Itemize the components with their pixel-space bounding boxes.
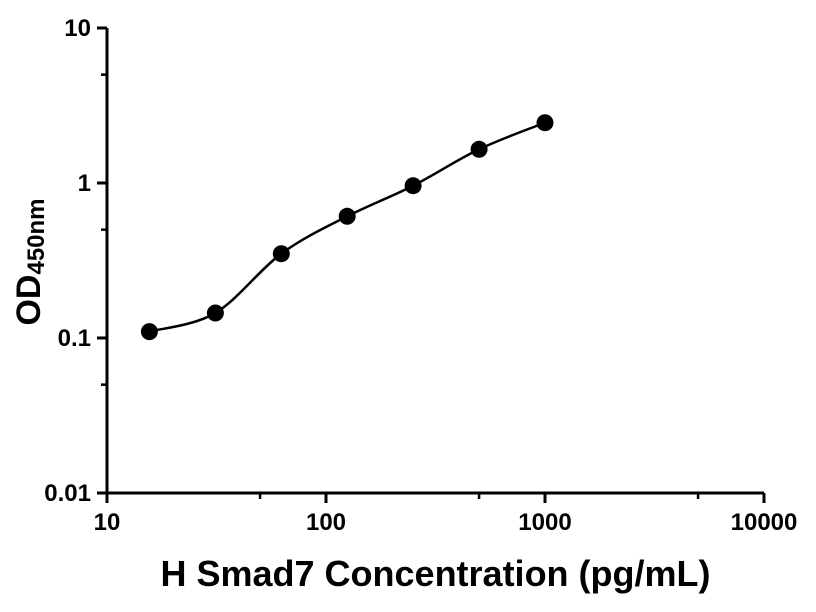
x-tick-label: 10: [94, 509, 121, 536]
y-tick-label: 10: [64, 15, 91, 42]
tick-labels: 0.01 0.1 1 10 10 100 1000 10000: [44, 15, 797, 536]
y-tick-label: 0.01: [44, 480, 91, 507]
data-point: [404, 177, 422, 195]
data-point: [272, 245, 290, 263]
axes: [105, 28, 764, 495]
tick-marks: [97, 26, 766, 503]
x-tick-label: 100: [306, 509, 346, 536]
data-point: [338, 207, 356, 225]
data-points: [140, 114, 554, 341]
x-tick-label: 1000: [518, 509, 571, 536]
y-tick-label: 0.1: [58, 325, 91, 352]
x-tick-label: 10000: [731, 509, 798, 536]
data-point: [206, 304, 224, 322]
axis-titles: H Smad7 Concentration (pg/mL) OD450nm: [10, 198, 711, 594]
x-axis-title: H Smad7 Concentration (pg/mL): [160, 553, 710, 594]
data-point: [536, 114, 554, 132]
y-axis-title: OD450nm: [10, 198, 50, 325]
data-point: [470, 140, 488, 158]
data-point: [140, 323, 158, 341]
y-tick-label: 1: [78, 170, 91, 197]
